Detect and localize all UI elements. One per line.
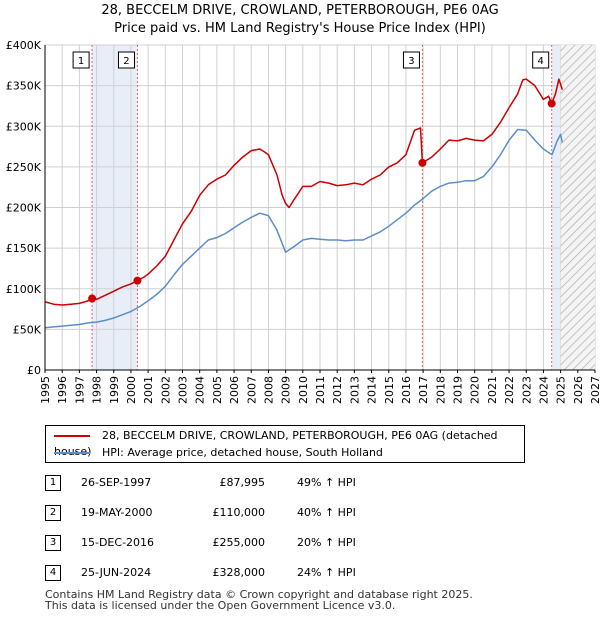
sale-hpi-diff: 40% ↑ HPI [297,506,356,519]
sale-number-badge: 3 [45,535,61,551]
sale-point [418,158,427,167]
sale-label-box [402,51,420,69]
hpi-line [45,128,564,329]
y-tick-label: £300K [6,120,42,133]
y-tick-label: £250K [6,161,42,174]
x-tick-label: 1997 [73,376,86,404]
forecast-hatch [560,45,595,370]
sale-number-badge: 1 [45,475,61,491]
sale-point [133,276,142,285]
sale-row: 3 15-DEC-2016 £255,000 20% ↑ HPI [45,533,465,553]
x-tick-label: 2016 [400,376,413,404]
attribution: Contains HM Land Registry data © Crown c… [45,589,473,611]
x-tick-label: 2005 [211,376,224,404]
x-tick-label: 2019 [452,376,465,404]
sale-label-text: 3 [408,56,414,67]
x-tick-label: 2020 [469,376,482,404]
y-tick-label: £200K [6,202,42,215]
legend-swatch-hpi [54,452,90,454]
x-tick-label: 2023 [520,376,533,404]
y-tick-label: £0 [27,364,41,377]
sale-date: 19-MAY-2000 [81,506,153,519]
sale-hpi-diff: 49% ↑ HPI [297,476,356,489]
chart-title: 28, BECCELM DRIVE, CROWLAND, PETERBOROUG… [0,2,600,38]
sale-price: £110,000 [212,506,266,519]
sale-point [88,294,97,303]
sale-price: £328,000 [212,566,266,579]
attribution-copyright: Contains HM Land Registry data © Crown c… [45,588,473,601]
sale-date: 15-DEC-2016 [81,536,155,549]
x-tick-label: 2006 [228,376,241,404]
legend-label-property: 28, BECCELM DRIVE, CROWLAND, PETERBOROUG… [54,429,498,458]
x-tick-label: 2007 [245,376,258,404]
sale-hpi-diff: 24% ↑ HPI [297,566,356,579]
sale-label-text: 1 [78,56,84,67]
y-tick-label: £150K [6,242,42,255]
x-tick-label: 2021 [486,376,499,404]
x-tick-label: 1996 [56,376,69,404]
sale-label-box [532,51,550,69]
x-tick-label: 2026 [572,376,585,404]
title-subtitle: Price paid vs. HM Land Registry's House … [114,21,486,36]
y-tick-label: £400K [6,39,42,52]
sale-number-badge: 2 [45,505,61,521]
sale-label-box [117,51,135,69]
sale-label-text: 2 [123,56,129,67]
sale-point [547,99,556,108]
price-chart: 1 2 3 4 £0 £50K £100K £150K £200K £250K £300K £350… [6,39,600,404]
x-tick-label: 2013 [348,376,361,404]
sale-label-text: 4 [538,56,544,67]
x-tick-label: 1999 [108,376,121,404]
x-tick-label: 2015 [383,376,396,404]
x-tick-label: 2017 [417,376,430,404]
x-tick-label: 1995 [39,376,52,404]
x-tick-label: 1998 [91,376,104,404]
x-tick-label: 2014 [366,376,379,404]
y-tick-label: £100K [6,283,42,296]
x-tick-label: 2008 [262,376,275,404]
sale-hpi-diff: 20% ↑ HPI [297,536,356,549]
legend-swatch-property [54,435,90,437]
attribution-licence: This data is licensed under the Open Gov… [45,599,396,612]
legend-item-hpi: HPI: Average price, detached house, Sout… [54,445,383,461]
x-tick-label: 2010 [297,376,310,404]
chart-legend: 28, BECCELM DRIVE, CROWLAND, PETERBOROUG… [45,425,525,463]
y-tick-label: £350K [6,80,42,93]
sale-label-box [72,51,90,69]
sale-date: 25-JUN-2024 [81,566,152,579]
y-tick-label: £50K [13,323,42,336]
x-tick-label: 2011 [314,376,327,404]
x-tick-label: 2018 [434,376,447,404]
x-tick-label: 2004 [194,376,207,404]
x-tick-label: 2012 [331,376,344,404]
x-tick-label: 2009 [280,376,293,404]
sale-row: 1 26-SEP-1997 £87,995 49% ↑ HPI [45,473,465,493]
x-tick-label: 2001 [142,376,155,404]
x-tick-label: 2024 [537,376,550,404]
x-tick-label: 2027 [589,376,600,404]
x-tick-label: 2025 [555,376,568,404]
legend-item-property: 28, BECCELM DRIVE, CROWLAND, PETERBOROUG… [54,428,524,458]
sale-price: £87,995 [219,476,266,489]
sale-row: 2 19-MAY-2000 £110,000 40% ↑ HPI [45,503,465,523]
sale-date: 26-SEP-1997 [81,476,152,489]
x-tick-label: 2002 [159,376,172,404]
x-tick-label: 2000 [125,376,138,404]
sale-number-badge: 4 [45,565,61,581]
title-address: 28, BECCELM DRIVE, CROWLAND, PETERBOROUG… [101,3,499,18]
sale-row: 4 25-JUN-2024 £328,000 24% ↑ HPI [45,563,465,583]
sale-price: £255,000 [212,536,266,549]
x-tick-label: 2003 [177,376,190,404]
x-tick-label: 2022 [503,376,516,404]
legend-label-hpi: HPI: Average price, detached house, Sout… [102,446,383,459]
